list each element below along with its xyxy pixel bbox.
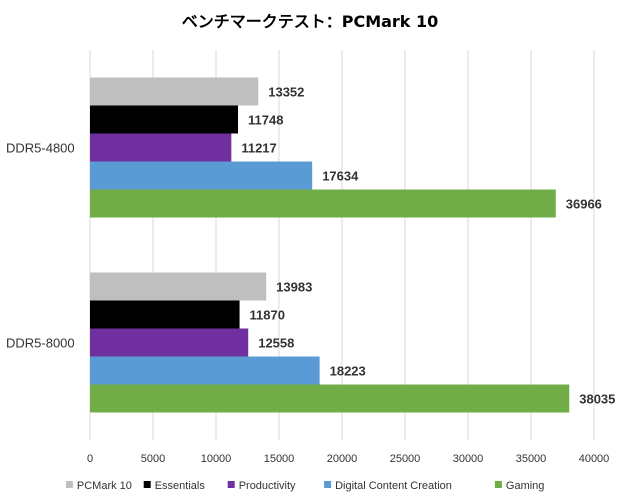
x-tick-label: 15000 [264,453,295,465]
bar [90,272,267,301]
x-tick-label: 30000 [453,453,484,465]
data-label: 11217 [241,141,276,156]
data-label: 13983 [276,280,312,295]
legend-swatch [143,481,151,488]
data-label: 11870 [250,308,285,323]
x-tick-label: 20000 [327,453,358,465]
bar [90,328,249,357]
data-label: 18223 [330,364,366,379]
legend-label: Essentials [155,480,206,492]
legend: PCMark 10 Essentials Productivity Digital C… [65,480,545,492]
data-label: 12558 [258,336,294,351]
bar [90,300,240,329]
bar [90,105,239,134]
bar [90,384,570,413]
x-tick-label: 35000 [516,453,547,465]
data-label: 11748 [248,113,283,128]
category-label: DDR5-4800 [6,141,75,156]
x-tick-label: 25000 [390,453,421,465]
data-label: 13352 [268,85,304,100]
bar [90,189,556,218]
chart-title: ベンチマークテスト：PCMark 10 [182,12,439,31]
category-labels: DDR5-4800 DDR5-8000 [6,141,75,351]
legend-swatch [65,481,73,488]
legend-label: PCMark 10 [77,480,132,492]
legend-swatch [494,481,502,488]
legend-swatch [324,481,332,488]
bar [90,77,259,106]
x-axis-ticks: 0 5000 10000 15000 20000 25000 30000 35000 40000 [87,453,609,465]
x-tick-label: 40000 [579,453,610,465]
x-tick-label: 0 [87,453,93,465]
data-labels: 13352 11748 11217 17634 36966 13983 11870 12558… [241,85,615,407]
x-tick-label: 5000 [141,453,165,465]
category-label: DDR5-8000 [6,336,75,351]
x-tick-label: 10000 [201,453,232,465]
legend-label: Gaming [506,480,545,492]
bar [90,356,320,385]
data-label: 38035 [579,392,615,407]
data-label: 17634 [322,169,359,184]
bars [90,77,570,413]
bar [90,133,232,162]
bar [90,161,313,190]
data-label: 36966 [566,197,602,212]
legend-label: Digital Content Creation [335,480,452,492]
legend-swatch [227,481,235,488]
legend-label: Productivity [239,480,296,492]
